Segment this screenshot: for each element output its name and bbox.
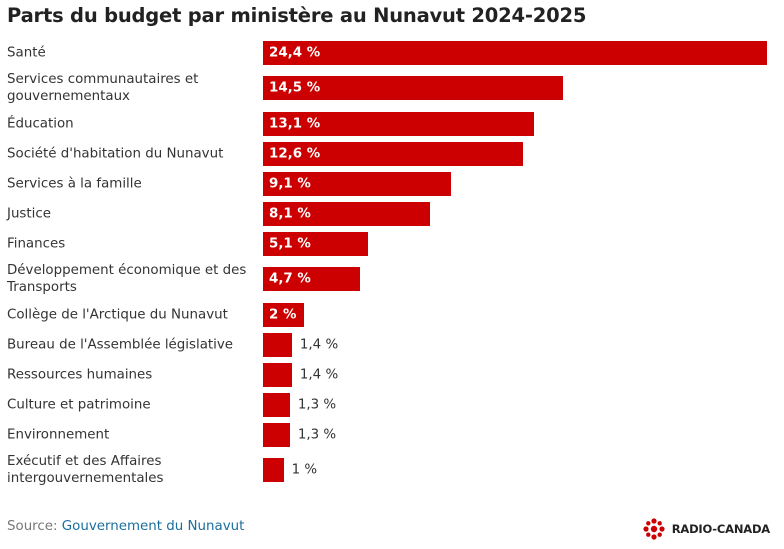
bar — [263, 267, 361, 291]
value-label: 1 % — [291, 462, 318, 478]
brand-name: RADIO-CANADA — [671, 522, 770, 536]
value-label: 14,5 % — [269, 80, 321, 96]
radio-canada-gem-icon — [643, 518, 665, 540]
value-label: 13,1 % — [269, 116, 321, 132]
value-label: 12,6 % — [269, 146, 321, 162]
bar — [263, 423, 290, 447]
bar — [263, 172, 451, 196]
value-label: 2 % — [269, 307, 297, 323]
bar — [263, 41, 767, 65]
category-label: Environnement — [7, 427, 110, 443]
bar — [263, 303, 305, 327]
bar — [263, 202, 431, 226]
bar — [263, 112, 534, 136]
value-label: 24,4 % — [269, 45, 321, 61]
category-label: Bureau de l'Assemblée législative — [7, 337, 234, 353]
value-label: 5,1 % — [269, 236, 311, 252]
source-note: Source: Gouvernement du Nunavut — [7, 519, 244, 534]
category-label: Finances — [7, 236, 66, 252]
value-label: 8,1 % — [269, 206, 311, 222]
category-label: Développement économique et des Transpor… — [7, 263, 247, 295]
value-label: 1,4 % — [299, 367, 339, 383]
category-label: Culture et patrimoine — [7, 397, 151, 413]
category-label: Exécutif et des Affaires intergouverneme… — [7, 454, 164, 486]
chart-title: Parts du budget par ministère au Nunavut… — [7, 4, 587, 27]
category-label: Santé — [7, 45, 46, 61]
bar — [263, 76, 563, 100]
category-label: Ressources humaines — [7, 367, 153, 383]
value-label: 1,4 % — [299, 337, 339, 353]
category-label: Services à la famille — [7, 176, 142, 192]
value-label: 4,7 % — [269, 271, 311, 287]
bar — [263, 393, 290, 417]
bar — [263, 363, 292, 387]
bar — [263, 142, 524, 166]
category-label: Services communautaires et gouvernementa… — [7, 72, 199, 104]
value-label: 1,3 % — [297, 397, 337, 413]
source-link[interactable]: Gouvernement du Nunavut — [61, 519, 245, 534]
value-label: 9,1 % — [269, 176, 311, 192]
bar — [263, 333, 292, 357]
value-label: 1,3 % — [297, 427, 337, 443]
source-prefix: Source: — [7, 519, 62, 534]
category-label: Société d'habitation du Nunavut — [7, 146, 224, 162]
bar — [263, 458, 284, 482]
category-label: Éducation — [7, 116, 74, 132]
bar — [263, 232, 369, 256]
category-label: Collège de l'Arctique du Nunavut — [7, 307, 228, 323]
category-label: Justice — [7, 206, 51, 222]
radio-canada-logo[interactable]: RADIO-CANADA — [641, 516, 770, 542]
